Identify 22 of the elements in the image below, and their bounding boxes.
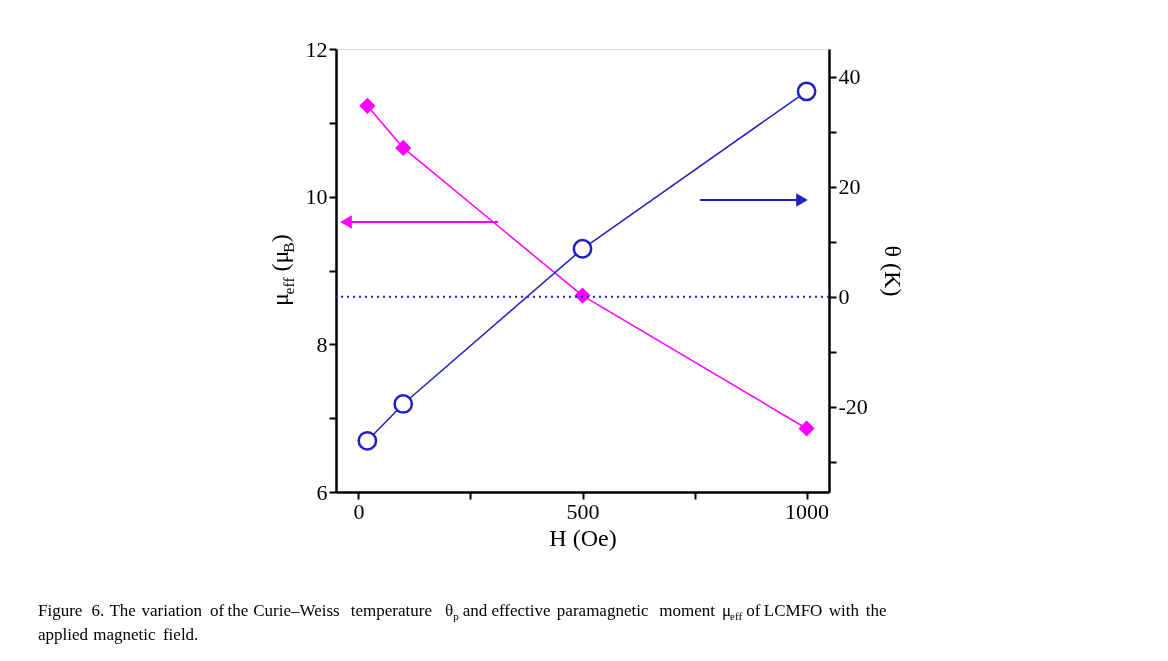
- point: [572, 238, 593, 259]
- y-tick-label: 10: [305, 184, 328, 210]
- y-tick-label: 6: [316, 479, 328, 505]
- point: [798, 420, 815, 437]
- x-tick-label: 0: [353, 498, 365, 524]
- y-tick-label: 12: [305, 36, 328, 62]
- x-tick-label: 500: [566, 498, 600, 524]
- point: [393, 394, 414, 414]
- y2-tick-label: 40: [838, 64, 861, 90]
- y-axis-title: μeff (μB): [267, 234, 297, 306]
- point: [357, 430, 378, 451]
- point: [574, 287, 591, 304]
- x-tick-label: 1000: [785, 498, 830, 524]
- y2-axis-title: θ (K): [879, 245, 906, 297]
- y2-tick-label: 20: [838, 174, 861, 200]
- point: [796, 81, 817, 102]
- y2-tick-label: 0: [838, 284, 850, 310]
- y-tick-label: 8: [316, 331, 328, 357]
- point: [395, 139, 412, 156]
- x-axis-title: H (Oe): [549, 524, 617, 551]
- point: [359, 97, 376, 114]
- y2-tick-label: -20: [838, 394, 868, 420]
